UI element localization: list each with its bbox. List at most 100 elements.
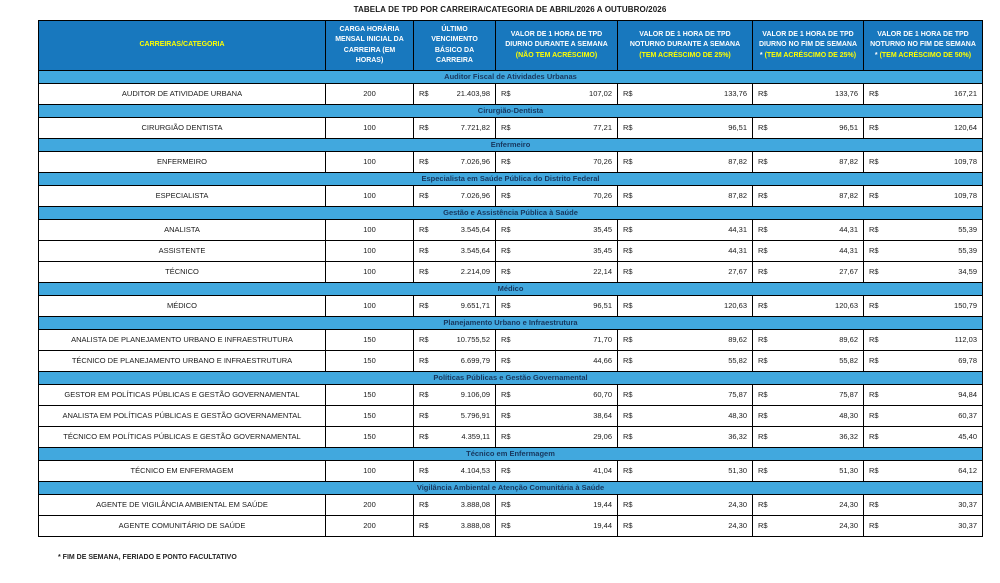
amount-value: 69,78 (958, 356, 977, 366)
money-cell-inner: R$ 30,37 (869, 522, 977, 530)
money-cell: R$ 71,70 (495, 329, 618, 351)
money-cell: R$ 19,44 (495, 515, 618, 537)
money-cell-inner: R$ 60,37 (869, 412, 977, 420)
currency-symbol: R$ (869, 466, 879, 476)
currency-symbol: R$ (869, 521, 879, 531)
money-cell: R$ 69,78 (863, 350, 983, 372)
money-cell-inner: R$ 87,82 (758, 192, 858, 200)
amount-value: 44,31 (839, 246, 858, 256)
table-row: TÉCNICO 100 R$ 2.214,09 R$ 22,14 R$ 27,67 R$ 27,6… (38, 261, 983, 283)
column-header-text: CARGA HORÁRIA MENSAL INICIAL DA CARREIRA… (335, 26, 404, 64)
column-header-text: VALOR DE 1 HORA DE TPD DIURNO NO FIM DE … (759, 31, 857, 59)
monthly-hours-cell: 100 (325, 219, 414, 241)
amount-value: 29,06 (593, 432, 612, 442)
money-cell-inner: R$ 45,40 (869, 433, 977, 441)
money-cell: R$ 7.026,96 (413, 185, 496, 207)
amount-value: 24,30 (839, 500, 858, 510)
money-cell-inner: R$ 19,44 (501, 501, 612, 509)
currency-symbol: R$ (869, 432, 879, 442)
amount-value: 44,31 (839, 225, 858, 235)
amount-value: 7.721,82 (460, 123, 490, 133)
section-header-row: Auditor Fiscal de Atividades Urbanas (38, 70, 983, 84)
money-cell-inner: R$ 55,82 (623, 357, 747, 365)
page-title: TABELA DE TPD POR CARREIRA/CATEGORIA DE … (353, 5, 667, 14)
currency-symbol: R$ (623, 301, 633, 311)
column-header-accent-text: (TEM ACRÉSCIMO DE 25%) (639, 51, 731, 59)
money-cell-inner: R$ 21.403,98 (419, 90, 490, 98)
money-cell: R$ 22,14 (495, 261, 618, 283)
currency-symbol: R$ (419, 335, 429, 345)
money-cell-inner: R$ 38,64 (501, 412, 612, 420)
money-cell: R$ 55,82 (617, 350, 753, 372)
money-cell-inner: R$ 51,30 (623, 467, 747, 475)
money-cell-inner: R$ 3.888,08 (419, 522, 490, 530)
money-cell: R$ 133,76 (617, 83, 753, 105)
currency-symbol: R$ (623, 267, 633, 277)
money-cell-inner: R$ 44,66 (501, 357, 612, 365)
column-header-accent-text: (TEM ACRÉSCIMO DE 25%) (764, 51, 857, 59)
money-cell: R$ 35,45 (495, 219, 618, 241)
table-row: ENFERMEIRO 100 R$ 7.026,96 R$ 70,26 R$ 87,82 R$ 8… (38, 151, 983, 173)
money-cell: R$ 10.755,52 (413, 329, 496, 351)
currency-symbol: R$ (623, 123, 633, 133)
money-cell-inner: R$ 120,64 (869, 124, 977, 132)
money-cell-inner: R$ 10.755,52 (419, 336, 490, 344)
money-cell-inner: R$ 7.721,82 (419, 124, 490, 132)
amount-value: 9.106,09 (460, 390, 490, 400)
table-row: AGENTE DE VIGILÂNCIA AMBIENTAL EM SAÚDE 2… (38, 494, 983, 516)
money-cell: R$ 19,44 (495, 494, 618, 516)
money-cell-inner: R$ 112,03 (869, 336, 977, 344)
money-cell: R$ 3.545,64 (413, 240, 496, 262)
amount-value: 44,31 (728, 225, 747, 235)
amount-value: 64,12 (958, 466, 977, 476)
money-cell-inner: R$ 55,39 (869, 226, 977, 234)
money-cell-inner: R$ 41,04 (501, 467, 612, 475)
career-cell: CIRURGIÃO DENTISTA (38, 117, 326, 139)
currency-symbol: R$ (623, 225, 633, 235)
money-cell: R$ 87,82 (617, 185, 753, 207)
money-cell-inner: R$ 34,59 (869, 268, 977, 276)
money-cell: R$ 6.699,79 (413, 350, 496, 372)
currency-symbol: R$ (501, 157, 511, 167)
career-cell: TÉCNICO DE PLANEJAMENTO URBANO E INFRAES… (38, 350, 326, 372)
money-cell-inner: R$ 5.796,91 (419, 412, 490, 420)
money-cell: R$ 109,78 (863, 185, 983, 207)
currency-symbol: R$ (869, 411, 879, 421)
money-cell-inner: R$ 9.106,09 (419, 391, 490, 399)
amount-value: 36,32 (839, 432, 858, 442)
currency-symbol: R$ (869, 225, 879, 235)
amount-value: 120,63 (724, 301, 747, 311)
currency-symbol: R$ (623, 356, 633, 366)
amount-value: 87,82 (728, 191, 747, 201)
monthly-hours-cell: 150 (325, 405, 414, 427)
money-cell-inner: R$ 96,51 (501, 302, 612, 310)
money-cell: R$ 36,32 (617, 426, 753, 448)
table-row: TÉCNICO EM ENFERMAGEM 100 R$ 4.104,53 R$ 41,0… (38, 460, 983, 482)
currency-symbol: R$ (501, 411, 511, 421)
money-cell: R$ 44,66 (495, 350, 618, 372)
table-row: AGENTE COMUNITÁRIO DE SAÚDE 200 R$ 3.888,08… (38, 515, 983, 537)
amount-value: 3.888,08 (460, 500, 490, 510)
currency-symbol: R$ (419, 301, 429, 311)
table-row: ANALISTA DE PLANEJAMENTO URBANO E INFRAE… (38, 329, 983, 351)
career-cell: GESTOR EM POLÍTICAS PÚBLICAS E GESTÃO GO… (38, 384, 326, 406)
money-cell-inner: R$ 7.026,96 (419, 192, 490, 200)
career-cell: ANALISTA DE PLANEJAMENTO URBANO E INFRAE… (38, 329, 326, 351)
table-row: ANALISTA EM POLÍTICAS PÚBLICAS E GESTÃO … (38, 405, 983, 427)
amount-value: 24,30 (728, 521, 747, 531)
amount-value: 10.755,52 (456, 335, 490, 345)
section-title: Técnico em Enfermagem (38, 447, 983, 461)
amount-value: 30,37 (958, 521, 977, 531)
career-cell: MÉDICO (38, 295, 326, 317)
currency-symbol: R$ (869, 157, 879, 167)
money-cell: R$ 3.545,64 (413, 219, 496, 241)
career-cell: TÉCNICO EM ENFERMAGEM (38, 460, 326, 482)
amount-value: 112,03 (954, 335, 977, 345)
money-cell-inner: R$ 77,21 (501, 124, 612, 132)
monthly-hours-cell: 150 (325, 426, 414, 448)
table-row: ANALISTA 100 R$ 3.545,64 R$ 35,45 R$ 44,31 R$ 44,… (38, 219, 983, 241)
money-cell: R$ 77,21 (495, 117, 618, 139)
career-cell: TÉCNICO EM POLÍTICAS PÚBLICAS E GESTÃO G… (38, 426, 326, 448)
money-cell: R$ 34,59 (863, 261, 983, 283)
currency-symbol: R$ (758, 123, 768, 133)
